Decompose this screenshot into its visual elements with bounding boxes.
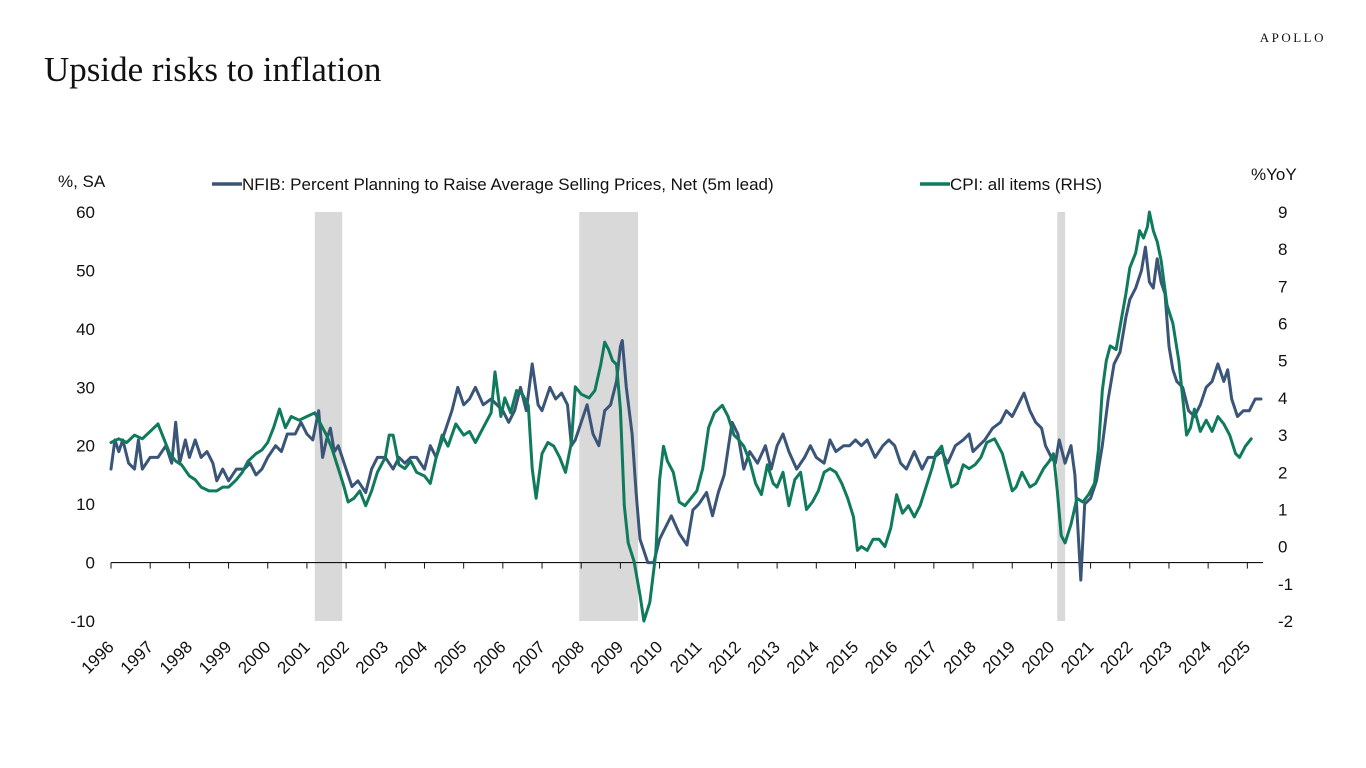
x-tick-label: 2019 — [979, 637, 1019, 677]
x-tick-label: 1996 — [78, 637, 118, 677]
x-tick-label: 2009 — [587, 637, 627, 677]
y-left-tick-label: 60 — [76, 203, 95, 222]
x-tick-label: 2018 — [940, 637, 980, 677]
y-left-tick-label: 30 — [76, 378, 95, 397]
y-left-tick-label: 0 — [86, 554, 95, 573]
x-tick-label: 2005 — [430, 637, 470, 677]
x-tick-label: 2012 — [705, 637, 745, 677]
x-tick-label: 1998 — [156, 637, 196, 677]
legend-label: CPI: all items (RHS) — [950, 175, 1102, 194]
x-axis: 1996 1997 1998 1999 2000 2001 2002 2003 2004 2005… — [78, 561, 1263, 678]
page-title: Upside risks to inflation — [44, 50, 382, 89]
x-tick-label: 2006 — [469, 637, 509, 677]
x-tick-label: 1999 — [195, 637, 235, 677]
x-tick-label: 2001 — [274, 637, 314, 677]
x-tick-label: 2025 — [1214, 637, 1254, 677]
y-right-tick-label: 0 — [1278, 538, 1287, 557]
legend-label: NFIB: Percent Planning to Raise Average … — [242, 175, 774, 194]
x-tick-label: 2011 — [666, 637, 705, 676]
y-right-tick-label: 2 — [1278, 463, 1287, 482]
x-tick-label: 2014 — [783, 637, 823, 677]
x-tick-label: 2010 — [626, 637, 666, 677]
y-right-tick-label: 8 — [1278, 240, 1287, 259]
x-tick-label: 2022 — [1096, 637, 1136, 677]
y-right-tick-label: 9 — [1278, 203, 1287, 222]
y-right-tick-label: 1 — [1278, 500, 1287, 519]
x-tick-label: 2017 — [901, 637, 941, 677]
legend: NFIB: Percent Planning to Raise Average … — [212, 175, 1102, 194]
y-right-tick-label: 5 — [1278, 352, 1287, 371]
x-tick-label: 2007 — [509, 637, 549, 677]
y-right-tick-label: -1 — [1278, 575, 1293, 594]
x-tick-label: 2020 — [1018, 637, 1058, 677]
brand-logo: APOLLO — [1259, 30, 1326, 45]
x-tick-label: 2003 — [352, 637, 392, 677]
x-tick-label: 2015 — [822, 637, 862, 677]
x-tick-label: 2000 — [234, 637, 274, 677]
x-tick-label: 2002 — [313, 637, 353, 677]
y-left-tick-label: 10 — [76, 495, 95, 514]
y-right-tick-label: 6 — [1278, 315, 1287, 334]
recession-shading — [314, 212, 1066, 621]
y-right-tick-label: -2 — [1278, 612, 1293, 631]
y-left-tick-label: 20 — [76, 437, 95, 456]
y-right-tick-label: 4 — [1278, 389, 1287, 408]
x-tick-label: 2013 — [744, 637, 784, 677]
series-lines — [109, 210, 1263, 623]
y-right-tick-label: 7 — [1278, 277, 1287, 296]
y-left-tick-label: 50 — [76, 261, 95, 280]
x-tick-label: 1997 — [117, 637, 157, 677]
x-tick-label: 2008 — [548, 637, 588, 677]
x-tick-label: 2021 — [1057, 637, 1097, 677]
y-right-tick-label: 3 — [1278, 426, 1287, 445]
nfib-series-line — [109, 245, 1263, 582]
x-tick-label: 2016 — [861, 637, 901, 677]
x-tick-label: 2024 — [1175, 637, 1215, 677]
y-left-tick-label: 40 — [76, 320, 95, 339]
cpi-series-line — [109, 210, 1253, 623]
x-tick-label: 2004 — [391, 637, 431, 677]
recession-band — [1057, 212, 1066, 621]
y-left-axis-label: %, SA — [58, 172, 106, 191]
y-left-tick-label: -10 — [70, 612, 95, 631]
y-right-axis-label: %YoY — [1251, 165, 1297, 184]
x-tick-label: 2023 — [1136, 637, 1176, 677]
